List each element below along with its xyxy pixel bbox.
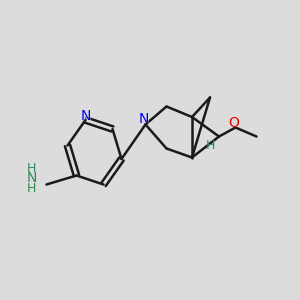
Text: O: O (229, 116, 239, 130)
Text: H: H (205, 139, 215, 152)
Text: N: N (139, 112, 149, 126)
Text: N: N (80, 110, 91, 123)
Text: O: O (228, 116, 240, 130)
Text: N: N (80, 110, 91, 123)
Text: H: H (27, 162, 36, 176)
Text: N: N (138, 112, 150, 126)
Text: N: N (26, 172, 37, 185)
Text: H: H (27, 182, 36, 195)
